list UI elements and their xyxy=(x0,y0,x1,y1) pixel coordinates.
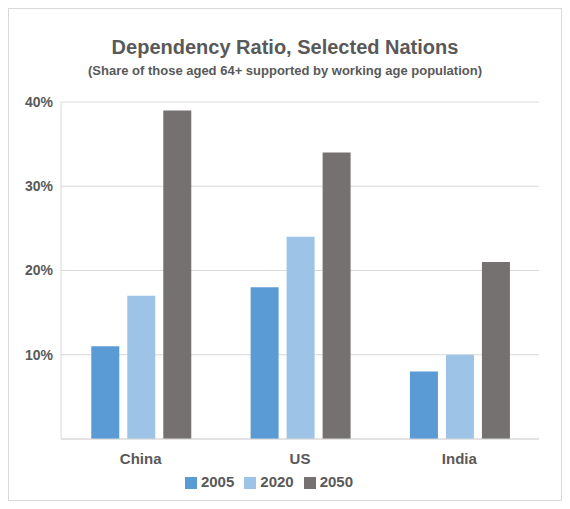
html-text:2005: 2005 xyxy=(200,473,235,490)
svg-text:40%: 40% xyxy=(25,94,54,110)
html-text:Dependency Ratio, Selected Nat: Dependency Ratio, Selected Nations xyxy=(111,36,459,58)
svg-text:30%: 30% xyxy=(25,178,54,194)
html-text:2020: 2020 xyxy=(260,473,294,490)
svg-text:10%: 10% xyxy=(25,347,54,363)
svg-text:China: China xyxy=(120,450,162,467)
html-text:2050: 2050 xyxy=(319,473,354,490)
svg-text:20%: 20% xyxy=(25,262,54,278)
html-text:(Share of those aged 64+ suppo: (Share of those aged 64+ supported by wo… xyxy=(88,63,482,78)
svg-text:India: India xyxy=(442,450,478,467)
svg-text:US: US xyxy=(290,450,311,467)
